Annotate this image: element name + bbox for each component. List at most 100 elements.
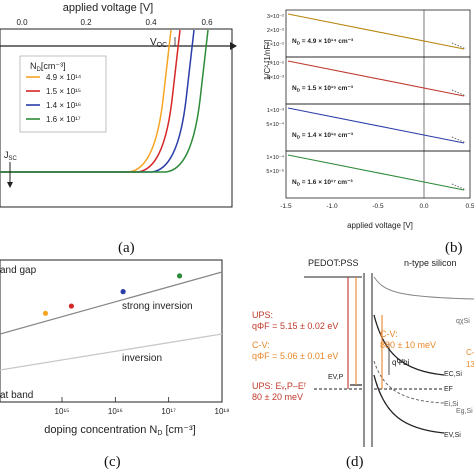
panel-b-data-points — [451, 89, 467, 97]
panel-d-ei-band — [373, 360, 445, 404]
panel-c-caption: (c) — [104, 454, 121, 470]
panel-b-subplot-frame — [285, 150, 471, 199]
panel-d-cv1-title: C-V: — [252, 340, 270, 350]
panel-d-band-diagram: PEDOT:PSS n-type silicon UPS: qΦF = 5.15… — [252, 258, 474, 447]
panel-a-curves — [0, 29, 209, 173]
panel-c-xtick: 10¹⁵ — [55, 407, 70, 416]
panel-d-right-annotations: C-V: 880 ± 10 meV qΨbi EV,P EC,Si EF Ei,… — [328, 318, 474, 439]
panel-b-xticks: -1.5 -1.0 -0.5 0.0 0.5 — [280, 203, 474, 210]
panel-c-inversion-line — [0, 333, 223, 371]
panel-b-subplot: 1×10⁻² 5×10⁻³ ND = 1.5 × 10¹⁵ cm⁻³ — [267, 56, 471, 105]
panel-d-ecsi-label: EC,Si — [444, 371, 462, 378]
panel-a-top-axis-label: applied voltage [V] — [63, 2, 154, 14]
panel-b-subplot: 1×10⁻⁴ 5×10⁻⁵ ND = 1.6 × 10¹⁷ cm⁻³ — [266, 150, 471, 199]
panel-b-subplot-label: ND = 1.6 × 10¹⁷ cm⁻³ — [292, 179, 354, 187]
panel-b-ytick: 1×10⁻² — [267, 42, 284, 48]
panel-d-si-label: n-type silicon — [404, 258, 457, 268]
panel-b-ytick: 2×10⁻² — [267, 28, 284, 34]
panel-b-xtick: -0.5 — [372, 203, 384, 210]
panel-b-subplot-label: ND = 1.4 × 10¹⁶ cm⁻³ — [292, 132, 354, 140]
panel-d-cv2-title: C-V: — [380, 329, 398, 339]
panel-c-strong-inversion-line — [0, 271, 223, 335]
panel-c-band-bending-plot: and gap strong inversion inversion at ba… — [0, 259, 230, 437]
panel-b-ytick: 5×10⁻³ — [267, 75, 284, 81]
panel-b-subplot-frame — [285, 103, 471, 152]
panel-b-ytick: 5×10⁻⁴ — [266, 121, 284, 128]
panel-c-xtick: 10¹⁷ — [161, 407, 176, 416]
panel-d-evp-label: EV,P — [328, 374, 344, 381]
panel-c-inversion-label: inversion — [122, 353, 162, 364]
panel-c-xtick: 10¹⁶ — [108, 407, 123, 416]
panel-b-fit-line — [287, 60, 465, 97]
panel-d-efsi-label: Ei,Si — [444, 401, 459, 408]
panel-b-subplot: 1×10⁻³ 5×10⁻⁴ ND = 1.4 × 10¹⁶ cm⁻³ — [266, 103, 471, 152]
panel-a-voc-label: VOC — [150, 37, 167, 49]
panel-c-flat-band-label: at band — [0, 390, 33, 401]
panel-a-top-tick: 0.0 — [16, 18, 28, 27]
panel-b-subplot-frame — [285, 56, 471, 105]
panel-a-top-ticks: 0.0 0.2 0.4 0.6 — [16, 18, 213, 27]
panel-d-caption: (d) — [346, 454, 364, 470]
panel-c-data-point — [68, 303, 74, 309]
panel-d-pedot-label: PEDOT:PSS — [308, 258, 359, 268]
panel-a-jsc-label: JSC — [4, 150, 18, 162]
panel-a-legend-label: 1.6 × 10¹⁷ — [46, 115, 81, 124]
panel-a-jv-plot: applied voltage [V] 0.0 0.2 0.4 0.6 VOC … — [0, 2, 237, 208]
panel-b-data-points — [451, 42, 467, 50]
panel-c-data-point — [120, 289, 126, 295]
panel-a-caption: (a) — [118, 240, 135, 256]
panel-c-strong-inversion-label: strong inversion — [122, 301, 193, 312]
panel-c-data-point — [42, 310, 49, 316]
panel-d-psi-label: qΨbi — [392, 358, 410, 367]
panel-a-legend-label: 1.4 × 10¹⁶ — [46, 101, 81, 110]
panel-a-legend-label: 4.9 × 10¹⁴ — [46, 73, 82, 82]
panel-c-xlabel: doping concentration ND [cm⁻³] — [44, 424, 196, 437]
panel-b-xlabel: applied voltage [V] — [347, 221, 413, 230]
panel-d-cv2-value: 880 ± 10 meV — [380, 340, 436, 350]
panel-b-xtick: 0.5 — [465, 203, 474, 210]
panel-d-ev-band — [373, 374, 445, 434]
panel-b-ytick: 3×10⁻² — [267, 14, 284, 20]
panel-c-data-point — [176, 273, 183, 279]
panel-d-cut2: 13 — [466, 360, 474, 369]
panel-b-ylabel: 1/C² [1/nF²] — [263, 40, 272, 80]
panel-b-fit-line — [287, 154, 465, 191]
panel-b-xtick: -1.0 — [326, 203, 338, 210]
panel-d-ups2-title: UPS: Eᵥ,P–Eᶠ — [252, 381, 306, 391]
panel-c-band-gap-label: and gap — [0, 265, 37, 276]
panel-b-data-points — [451, 136, 467, 144]
panel-a-frame — [0, 28, 233, 208]
panel-d-cv1-value: qΦF = 5.06 ± 0.01 eV — [252, 351, 338, 361]
panel-a-top-tick: 0.2 — [80, 18, 92, 27]
panel-b-fit-line — [287, 13, 465, 50]
panel-b-subplot-label: ND = 1.5 × 10¹⁵ cm⁻³ — [292, 85, 354, 93]
panel-d-evsi-label: EV,Si — [444, 432, 461, 439]
panel-d-eg-label: Eg,Si — [456, 408, 473, 415]
panel-a-top-tick: 0.6 — [201, 18, 213, 27]
panel-d-ef-label: EF — [444, 386, 453, 393]
panel-d-ups1-value: qΦF = 5.15 ± 0.02 eV — [252, 321, 338, 331]
panel-a-legend: ND[cm⁻³] 4.9 × 10¹⁴ 1.5 × 10¹⁵ 1.4 × 10¹⁶ 1… — [19, 55, 107, 133]
panel-b-xtick: -1.5 — [280, 203, 292, 210]
panel-b-ytick: 1×10⁻² — [267, 61, 284, 67]
panel-a-jsc-arrowhead — [7, 182, 13, 188]
panel-b-fit-line — [287, 107, 465, 144]
panel-d-cut1: C- — [466, 348, 474, 357]
panel-d-vacuum-right — [373, 276, 474, 300]
panel-d-ec-band — [373, 314, 445, 376]
panel-b-ytick: 5×10⁻⁵ — [266, 168, 284, 175]
panel-b-mott-schottky-plot: 1/C² [1/nF²] 3×10⁻² 2×10⁻² 1×10⁻² ND = 4.9 … — [263, 9, 474, 230]
panel-d-left-annotations: UPS: qΦF = 5.15 ± 0.02 eV C-V: qΦF = 5.0… — [252, 310, 338, 402]
panel-d-qx-label: qχSi — [456, 318, 470, 325]
panel-a-top-tick: 0.4 — [145, 18, 157, 27]
panel-b-xtick: 0.0 — [419, 203, 428, 210]
panel-b-ytick: 1×10⁻⁴ — [266, 154, 284, 161]
panel-c-frame — [0, 259, 223, 403]
panel-a-legend-title: ND[cm⁻³] — [30, 61, 66, 73]
panel-b-subplot-label: ND = 4.9 × 10¹⁴ cm⁻³ — [292, 38, 354, 46]
panel-a-arrowhead — [230, 42, 237, 50]
panel-b-subplot-frame — [285, 9, 471, 58]
panel-c-xtick: 10¹⁸ — [215, 407, 230, 416]
panel-c-xticks: 10¹⁵ 10¹⁶ 10¹⁷ 10¹⁸ — [55, 397, 230, 416]
panel-b-caption: (b) — [445, 240, 463, 256]
